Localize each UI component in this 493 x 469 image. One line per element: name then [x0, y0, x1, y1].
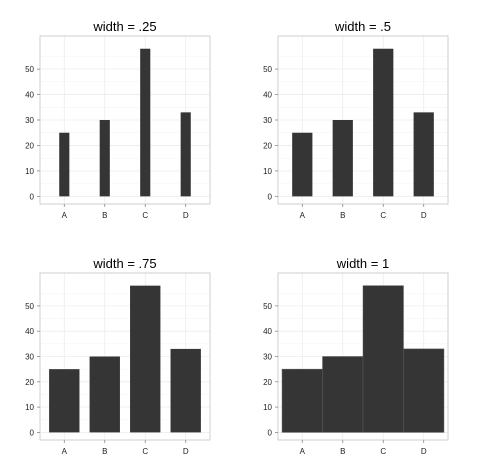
y-tick-label: 40 — [263, 327, 272, 336]
bar-C — [130, 285, 161, 433]
x-tick-label-C: C — [380, 211, 386, 220]
bar-D — [170, 348, 201, 433]
bar-B — [332, 120, 353, 197]
bar-D — [180, 112, 191, 197]
bar-D — [403, 348, 445, 433]
y-tick-label: 10 — [263, 403, 272, 412]
y-tick-label: 40 — [263, 91, 272, 100]
y-tick-label: 0 — [30, 428, 35, 437]
bar-A — [49, 369, 80, 433]
x-tick-label-D: D — [183, 211, 189, 220]
bar-B — [322, 356, 364, 433]
panel-title: width = .5 — [334, 19, 391, 34]
y-tick-label: 40 — [25, 91, 34, 100]
y-tick-label: 0 — [268, 428, 273, 437]
y-tick-label: 20 — [263, 141, 272, 150]
x-tick-label-A: A — [300, 447, 306, 456]
x-tick-label-C: C — [142, 211, 148, 220]
y-tick-label: 0 — [268, 192, 273, 201]
y-tick-label: 50 — [25, 65, 34, 74]
y-tick-label: 40 — [25, 327, 34, 336]
x-tick-label-A: A — [62, 211, 68, 220]
bar-C — [373, 48, 394, 197]
x-tick-label-A: A — [300, 211, 306, 220]
x-tick-label-A: A — [62, 447, 68, 456]
x-tick-label-C: C — [380, 447, 386, 456]
bar-A — [281, 368, 323, 433]
bar-B — [99, 120, 110, 197]
x-tick-label-B: B — [340, 211, 345, 220]
x-tick-label-B: B — [102, 447, 107, 456]
bar-A — [59, 132, 70, 197]
bar-C — [140, 48, 151, 197]
bar-D — [413, 112, 434, 197]
x-tick-label-B: B — [340, 447, 345, 456]
x-tick-label-D: D — [183, 447, 189, 456]
x-tick-label-D: D — [421, 211, 427, 220]
y-tick-label: 20 — [263, 378, 272, 387]
x-tick-label-D: D — [421, 447, 427, 456]
y-tick-label: 50 — [263, 302, 272, 311]
panel-title: width = .75 — [92, 256, 156, 271]
y-tick-label: 30 — [25, 116, 34, 125]
y-tick-label: 30 — [263, 353, 272, 362]
bar-B — [89, 356, 120, 433]
y-tick-label: 50 — [25, 302, 34, 311]
bar-C — [362, 285, 404, 433]
y-tick-label: 20 — [25, 141, 34, 150]
y-tick-label: 30 — [25, 353, 34, 362]
panel-title: width = .25 — [92, 19, 156, 34]
y-tick-label: 50 — [263, 65, 272, 74]
y-tick-label: 10 — [263, 167, 272, 176]
x-tick-label-B: B — [102, 211, 107, 220]
y-tick-label: 10 — [25, 167, 34, 176]
x-tick-label-C: C — [142, 447, 148, 456]
panel-title: width = 1 — [336, 256, 389, 271]
y-tick-label: 20 — [25, 378, 34, 387]
bar-A — [292, 132, 313, 197]
y-tick-label: 30 — [263, 116, 272, 125]
y-tick-label: 10 — [25, 403, 34, 412]
y-tick-label: 0 — [30, 192, 35, 201]
